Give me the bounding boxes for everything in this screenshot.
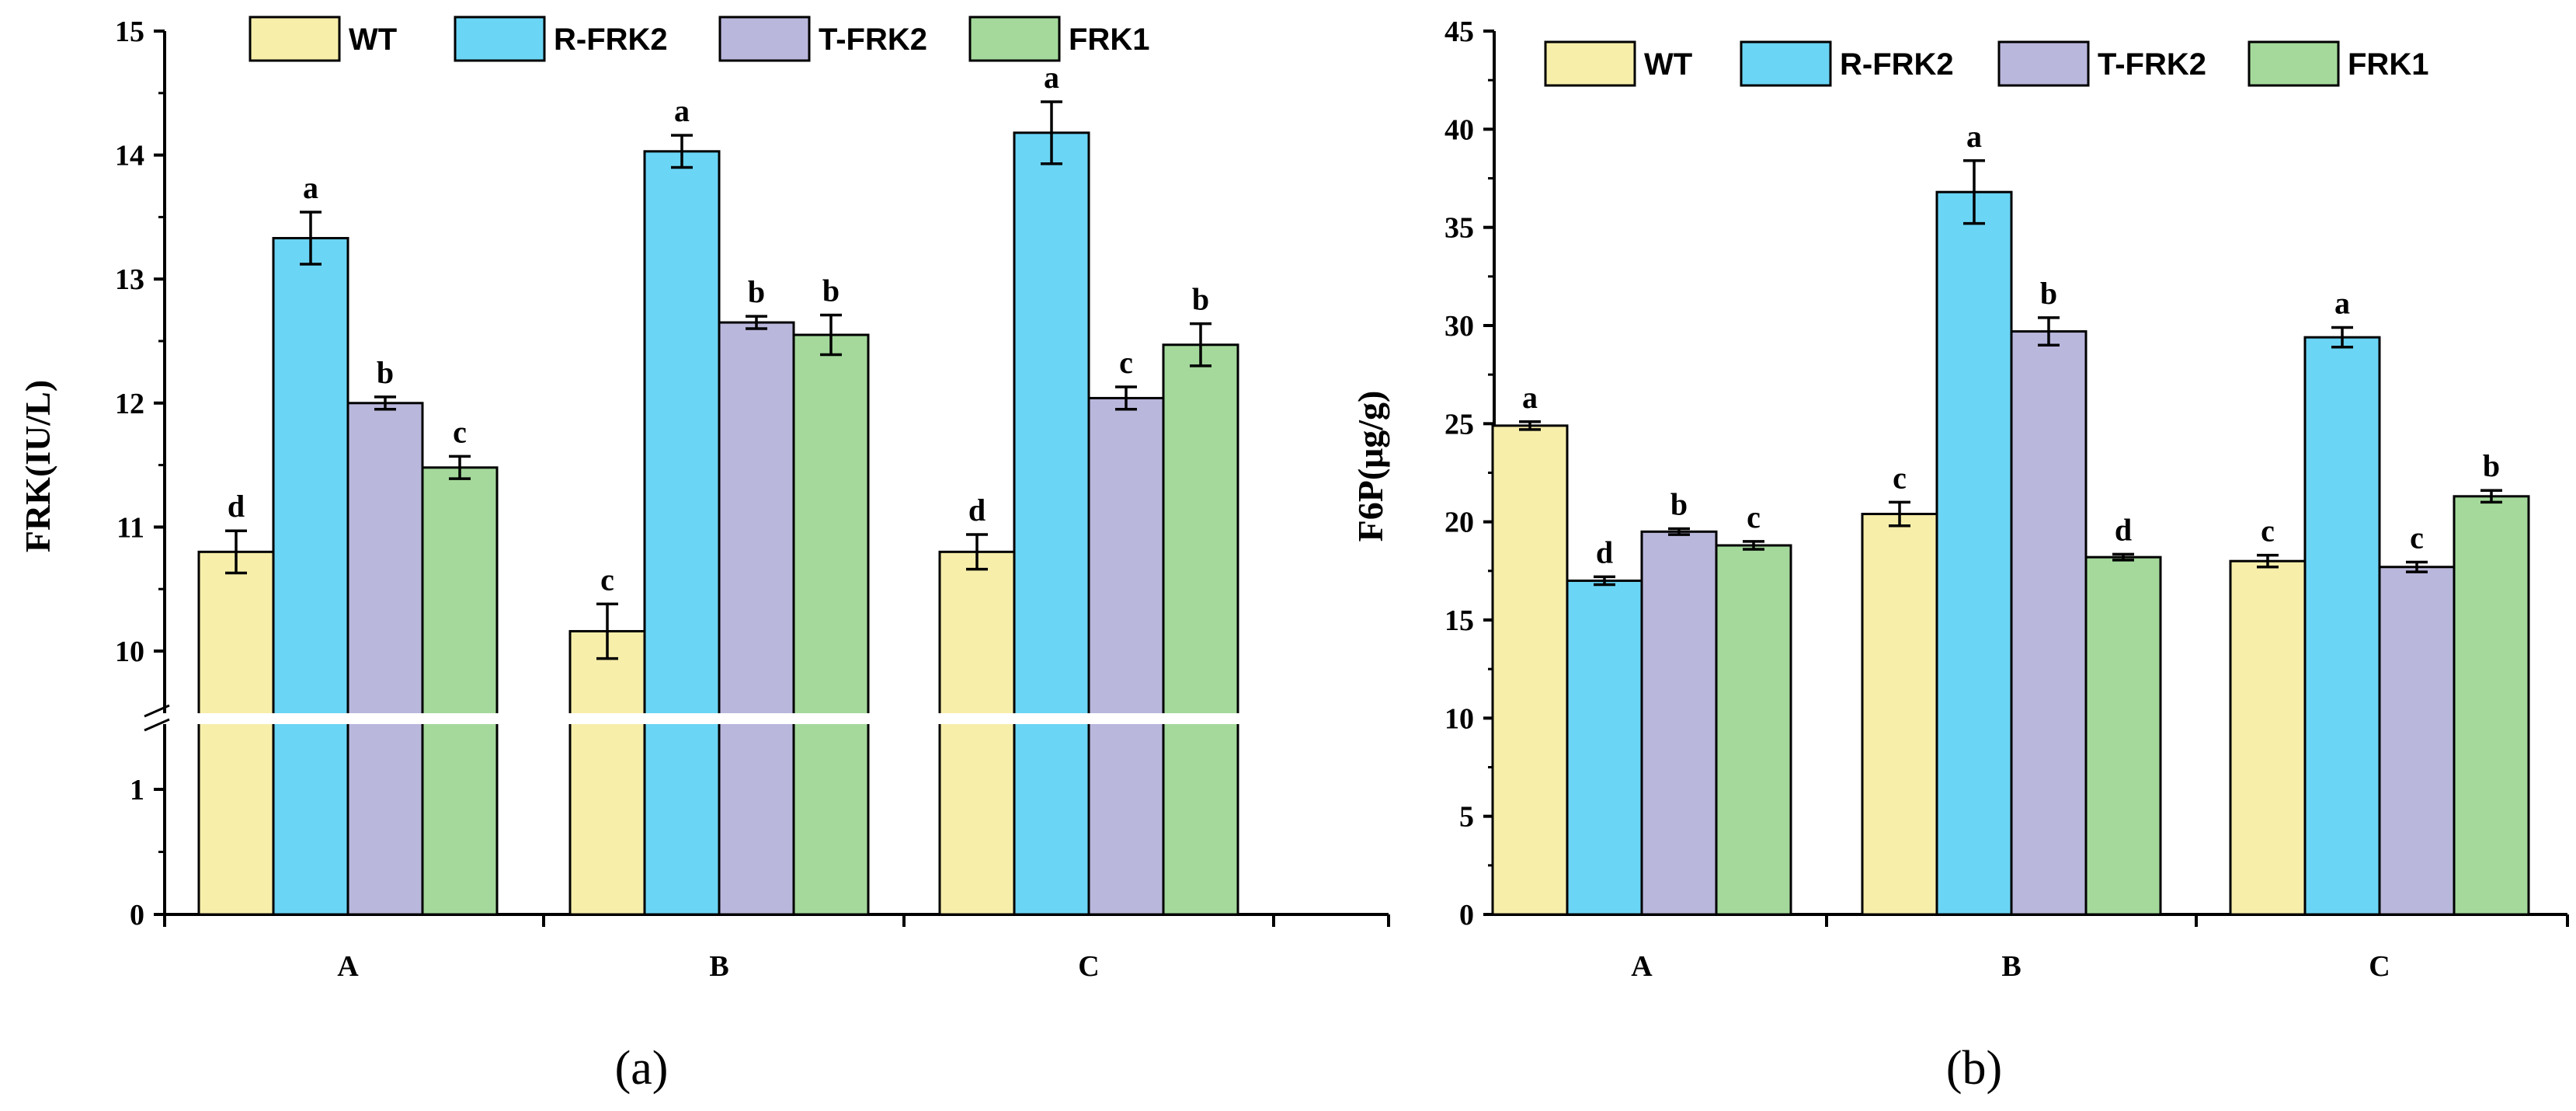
bar-T-FRK2-A [1640,530,1718,916]
x-tick-label-C: C [2369,950,2390,983]
significance-letter: d [968,493,986,528]
legend-swatch-R-FRK2 [454,16,546,62]
y-tick-label: 25 [1444,408,1474,441]
significance-letter: d [228,489,245,524]
y-tick-label: 20 [1444,507,1474,539]
y-tick-label: 45 [1444,16,1474,48]
significance-letter: b [1670,487,1688,522]
legend-label-R-FRK2: R-FRK2 [1840,47,1954,82]
y-tick-label: 40 [1444,113,1474,146]
x-tick-label-B: B [709,950,728,983]
y-tick-label: 10 [115,636,144,668]
y-tick-label: 1 [130,774,144,806]
bar-WT-A [1491,424,1569,916]
significance-letter: b [377,355,394,390]
legend-label-R-FRK2: R-FRK2 [554,23,668,57]
chart-panel-b: 0 5 10 15 20 25 30 35 40 45 a c c d a a b b c c d b A B C F6P(μg/… [1351,16,2569,1095]
significance-letter: d [2115,512,2132,547]
significance-letter: a [2334,286,2350,321]
legend-swatch-WT [1544,40,1636,87]
legend-label-WT: WT [1644,47,1692,82]
y-tick-label: 12 [115,388,144,420]
x-tick-label-C: C [1078,950,1099,983]
legend-swatch-FRK1 [968,16,1061,62]
y-tick-label: 5 [1459,801,1474,834]
bar-WT-C [2229,559,2307,916]
significance-letter: a [674,93,690,128]
bar-T-FRK2-B [718,321,795,916]
bar-FRK1-B [792,333,870,916]
panel-label-a: (a) [615,1042,669,1095]
x-tick-label-B: B [2001,950,2021,983]
y-tick-label: 15 [115,16,144,48]
y-tick-label: 35 [1444,212,1474,245]
significance-letter: c [2410,520,2424,555]
y-tick-label: 0 [1459,899,1474,932]
legend-label-T-FRK2: T-FRK2 [819,23,927,57]
chart-panel-a: 0 1 10 11 12 13 14 15 d c d a a a b b c c b b A B C FRK(IU/L) WT… [18,16,1390,1095]
bar-FRK1-C [1162,343,1239,916]
significance-letter: b [748,274,765,309]
bar-R-FRK2-B [643,150,721,916]
significance-letter: c [600,562,614,597]
x-tick-label-A: A [1631,950,1653,983]
legend-label-FRK1: FRK1 [2348,47,2428,82]
axis-break-mark [144,718,170,732]
bar-R-FRK2-A [272,237,349,916]
bar-R-FRK2-C [1013,131,1090,916]
legend-swatch-T-FRK2 [1997,40,2090,87]
legend-swatch-FRK1 [2247,40,2340,87]
bar-T-FRK2-C [1087,396,1165,916]
y-tick-label: 30 [1444,310,1474,343]
legend-label-FRK1: FRK1 [1069,23,1149,57]
significance-letter: b [1192,282,1209,317]
y-tick-label: 10 [1444,702,1474,735]
legend-label-T-FRK2: T-FRK2 [2098,47,2206,82]
bar-T-FRK2-C [2378,566,2456,916]
y-tick-label: 14 [115,140,144,172]
bar-WT-B [568,629,646,916]
significance-letter: c [1747,500,1761,535]
significance-letter: c [2261,514,2275,549]
significance-letter: b [822,273,840,308]
bar-R-FRK2-B [1935,190,2013,916]
bar-T-FRK2-A [346,402,424,916]
y-tick-label: 11 [116,511,144,544]
significance-letter: c [1119,345,1133,380]
significance-letter: c [1893,460,1907,495]
significance-letter: d [1596,535,1613,569]
x-tick-label-A: A [337,950,359,983]
legend-swatch-T-FRK2 [718,16,811,62]
bar-WT-B [1861,513,1938,916]
bar-WT-A [197,550,275,916]
y-tick-label: 13 [115,263,144,296]
y-axis-title: F6P(μg/g) [1351,391,1390,542]
bar-FRK1-A [421,466,499,916]
bar-T-FRK2-B [2010,330,2088,916]
legend-label-WT: WT [349,23,397,57]
bar-WT-C [938,550,1016,916]
y-tick-label: 0 [130,899,144,932]
axis-break-mark [144,704,170,718]
bar-FRK1-C [2453,495,2530,916]
y-tick-label: 15 [1444,604,1474,637]
bar-FRK1-B [2084,556,2162,916]
bar-FRK1-A [1715,544,1792,916]
axis-break-band [141,713,1389,724]
legend-swatch-R-FRK2 [1740,40,1832,87]
significance-letter: a [1522,380,1538,415]
legend-swatch-WT [249,16,341,62]
significance-letter: a [1966,119,1982,154]
significance-letter: a [1044,60,1059,95]
significance-letter: b [2040,276,2057,311]
bar-R-FRK2-A [1566,579,1643,916]
bar-R-FRK2-C [2303,336,2381,916]
panel-label-b: (b) [1946,1042,2002,1095]
significance-letter: b [2483,448,2500,483]
significance-letter: c [453,414,467,449]
significance-letter: a [303,170,318,205]
y-axis-title: FRK(IU/L) [18,380,57,552]
